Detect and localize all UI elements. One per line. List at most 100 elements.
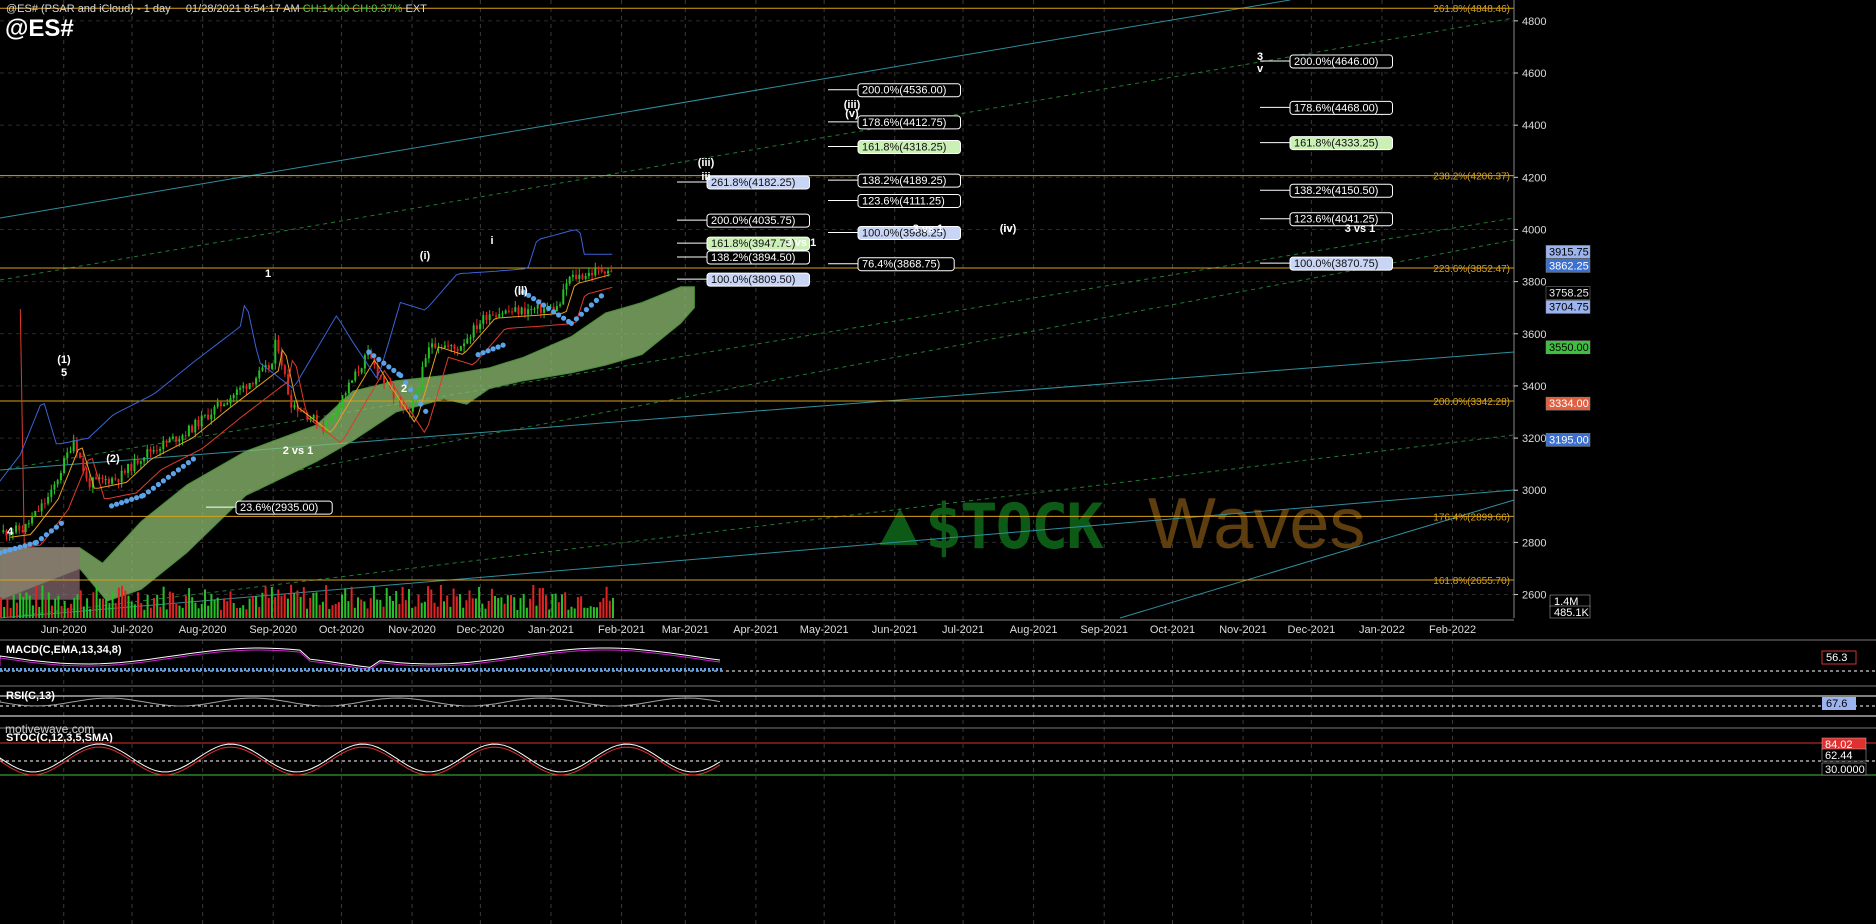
- watermark-triangle-icon: [880, 508, 918, 545]
- volume-bar: [404, 600, 407, 618]
- channel-line: [0, 17, 1515, 281]
- macd-histogram-bar: [708, 668, 710, 671]
- psar-dot: [583, 307, 590, 313]
- wave-label: 3 vs 1: [913, 223, 944, 235]
- candle-body: [517, 307, 520, 315]
- macd-histogram-bar: [320, 668, 322, 671]
- price-tag: [1545, 433, 1591, 447]
- volume-bar: [366, 608, 369, 618]
- macd-histogram-bar: [272, 668, 274, 671]
- candle-body: [533, 308, 536, 310]
- volume-bar: [478, 586, 481, 618]
- target-labels: 261.8%(4182.25) 200.0%(4035.75) 161.8%(394…: [206, 54, 1393, 515]
- volume-bar: [6, 598, 9, 618]
- candle-body: [223, 404, 226, 407]
- volume-bar: [372, 586, 375, 618]
- macd-histogram-bar: [628, 668, 630, 671]
- volume-bar: [455, 596, 458, 618]
- price-axis-label: 2600: [1522, 590, 1546, 602]
- macd-histogram-bar: [132, 668, 134, 671]
- candle-body: [319, 425, 322, 427]
- candle-body: [88, 478, 91, 488]
- wave-label: iv: [1003, 223, 1013, 235]
- psar-dot: [22, 543, 28, 549]
- candle-body: [127, 464, 130, 473]
- price-axis-label: 2800: [1522, 537, 1546, 549]
- candle-body: [504, 310, 507, 314]
- macd-histogram-bar: [608, 668, 610, 671]
- volume-bar: [538, 588, 541, 618]
- macd-histogram-bar: [460, 668, 462, 671]
- candle-body: [232, 394, 235, 399]
- macd-panel: MACD(C,EMA,13,34,8) 56.3: [0, 639, 1876, 672]
- candle-body: [514, 307, 517, 312]
- candle-body: [267, 365, 270, 369]
- candle-body: [264, 365, 267, 368]
- candle-body: [543, 308, 546, 313]
- stoc-value: 84.02: [1825, 739, 1853, 751]
- macd-histogram-bar: [544, 668, 546, 671]
- psar-dot: [593, 297, 600, 303]
- volume-bar: [522, 593, 525, 618]
- candle-body: [530, 308, 533, 310]
- candle-body: [117, 479, 120, 483]
- candle-body: [299, 411, 302, 413]
- macd-histogram-bar: [668, 668, 670, 671]
- target-box-label: 200.0%(4536.00): [862, 85, 946, 97]
- volume-tag-label: 1.4M: [1554, 596, 1578, 608]
- date-axis-label: Jan-2021: [528, 624, 574, 636]
- volume-bar: [557, 602, 560, 618]
- macd-histogram-bar: [532, 668, 534, 671]
- date-axis: Jun-2020 Jul-2020 Aug-2020 Sep-2020 Oct-2020…: [0, 619, 1514, 636]
- macd-histogram-bar: [696, 668, 698, 671]
- candle-body: [261, 367, 264, 371]
- candle-body: [536, 304, 539, 309]
- candle-body: [277, 339, 280, 352]
- price-tag-label: 3915.75: [1549, 246, 1589, 258]
- psar-dot: [475, 352, 481, 358]
- volume-bar: [117, 587, 120, 618]
- macd-histogram-bar: [436, 668, 438, 671]
- candle-body: [507, 310, 510, 312]
- date-axis-label: Sep-2021: [1080, 624, 1128, 636]
- wave-label: 3 vs 1: [786, 237, 817, 249]
- candle-body: [453, 345, 456, 349]
- macd-histogram-bar: [468, 668, 470, 671]
- macd-histogram-bar: [572, 668, 574, 671]
- macd-histogram-bar: [312, 668, 314, 671]
- psar-dot: [175, 467, 181, 473]
- price-tag-label: 3195.00: [1549, 434, 1589, 446]
- volume-bar: [210, 593, 213, 618]
- macd-histogram-bar: [64, 668, 66, 671]
- date-axis-label: Dec-2020: [457, 624, 505, 636]
- volume-bar: [506, 595, 509, 618]
- volume-bar: [232, 603, 235, 618]
- macd-histogram-bar: [500, 668, 502, 671]
- target-box-label: 138.2%(4189.25): [862, 175, 946, 187]
- volume-bar: [149, 607, 152, 618]
- macd-histogram-bar: [656, 668, 658, 671]
- candle-body: [213, 406, 216, 415]
- volume-bar: [315, 592, 318, 618]
- wave-label: (ii): [514, 285, 528, 297]
- macd-histogram-bar: [496, 668, 498, 671]
- candle-body: [565, 283, 568, 290]
- candle-body: [175, 436, 178, 442]
- macd-histogram-bar: [512, 668, 514, 671]
- target-box: [706, 236, 810, 251]
- candle-body: [447, 345, 450, 347]
- volume-bar: [357, 597, 359, 618]
- macd-histogram-bar: [472, 668, 474, 671]
- macd-histogram-bar: [232, 668, 234, 671]
- macd-histogram-bar: [136, 668, 138, 671]
- volume-bar: [309, 597, 312, 618]
- candle-body: [523, 307, 526, 315]
- psar-dot: [546, 305, 552, 311]
- price-axis-label: 4800: [1522, 16, 1546, 28]
- macd-histogram-bar: [160, 668, 162, 671]
- volume-bar: [102, 598, 104, 618]
- wave-label: (iv): [1000, 223, 1017, 235]
- volume-bar: [439, 585, 442, 618]
- macd-histogram-bar: [120, 668, 122, 671]
